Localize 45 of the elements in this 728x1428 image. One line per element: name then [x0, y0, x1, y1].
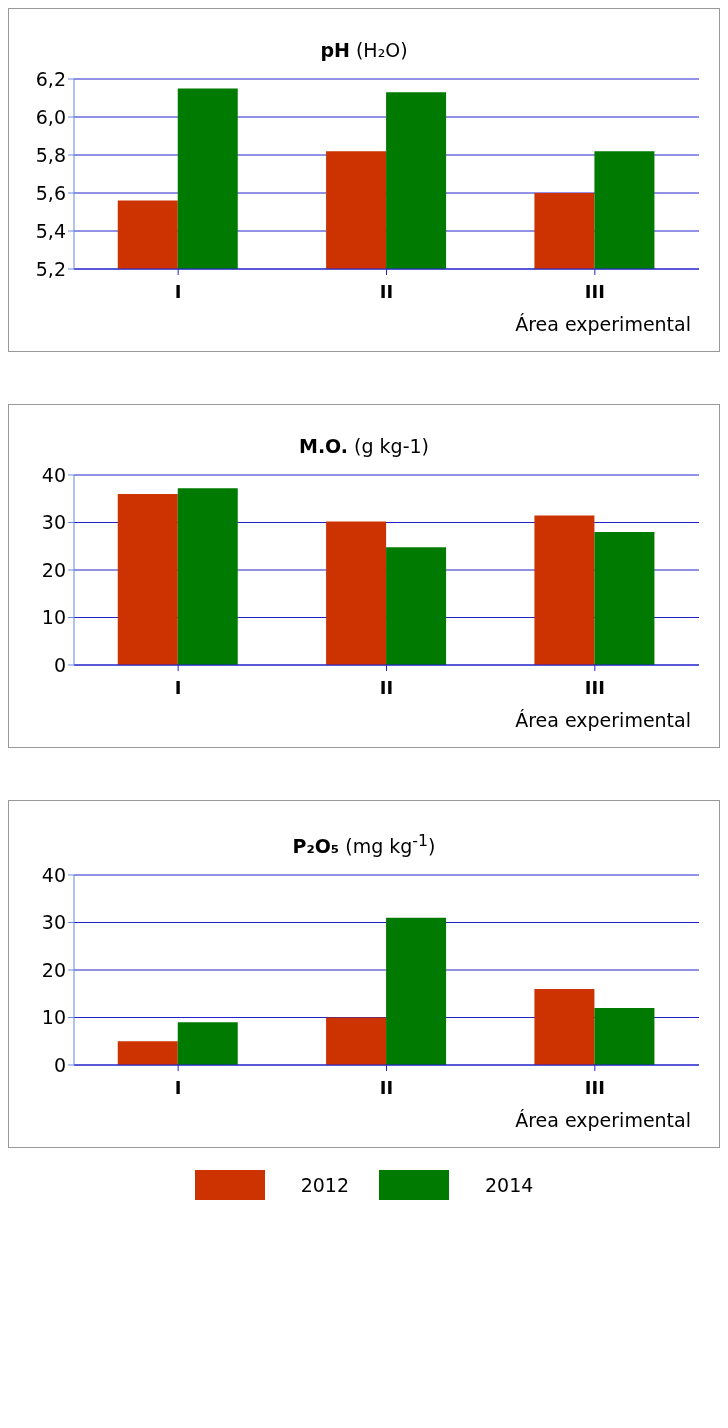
y-tick-label: 6,2: [35, 67, 66, 90]
y-tick-label: 40: [41, 463, 66, 486]
bar: [177, 1022, 238, 1066]
x-axis-title: Área experimental: [514, 313, 692, 335]
bar: [594, 532, 655, 665]
legend-label: 2012: [300, 1174, 349, 1197]
chart-title: pH (H₂O): [320, 39, 408, 61]
x-tick-label: III: [584, 280, 605, 302]
x-tick-label: I: [174, 676, 182, 698]
x-axis-title: Área experimental: [514, 709, 692, 731]
x-tick-label: II: [379, 280, 394, 302]
y-tick-label: 40: [41, 864, 66, 887]
bar: [117, 494, 178, 665]
y-tick-label: 10: [41, 1006, 66, 1029]
y-tick-label: 6,0: [35, 105, 66, 128]
y-tick-label: 20: [41, 558, 66, 581]
x-tick-label: III: [584, 1077, 605, 1099]
x-axis-title: Área experimental: [514, 1109, 692, 1132]
chart-title: P₂O₅ (mg kg$^{-1}$): [292, 831, 436, 858]
bar: [594, 1008, 655, 1066]
bar: [386, 547, 447, 665]
x-tick-label: I: [174, 280, 182, 302]
x-tick-label: II: [379, 1077, 394, 1099]
bar: [534, 989, 595, 1066]
x-tick-label: II: [379, 676, 394, 698]
chart-title: M.O. (g kg-1): [298, 435, 430, 457]
y-tick-label: 20: [41, 959, 66, 982]
y-tick-label: 30: [41, 911, 66, 934]
x-tick-label: III: [584, 676, 605, 698]
y-tick-label: 5,2: [35, 257, 66, 280]
bar: [117, 1041, 178, 1066]
bar: [177, 488, 238, 665]
bar: [326, 1017, 387, 1066]
x-tick-label: I: [174, 1077, 182, 1099]
y-tick-label: 0: [53, 653, 66, 676]
y-tick-label: 10: [41, 606, 66, 629]
bar: [386, 918, 447, 1066]
y-tick-label: 5,4: [35, 219, 66, 242]
legend-label: 2014: [485, 1174, 534, 1197]
y-tick-label: 5,8: [35, 143, 66, 166]
bar: [326, 521, 387, 665]
bar: [534, 515, 595, 665]
y-tick-label: 0: [53, 1054, 66, 1077]
y-tick-label: 30: [41, 511, 66, 534]
y-tick-label: 5,6: [35, 181, 66, 204]
